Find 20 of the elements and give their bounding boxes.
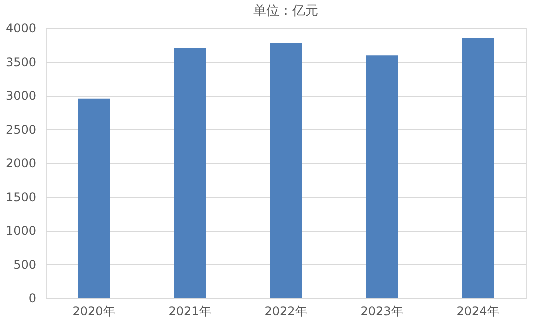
- x-tick-label: 2024年: [456, 304, 500, 318]
- x-tick-label: 2022年: [264, 304, 308, 318]
- x-tick-label: 2023年: [360, 304, 404, 318]
- bar: [78, 98, 110, 298]
- bar: [366, 56, 398, 298]
- bar: [174, 48, 206, 298]
- y-tick-label: 0: [28, 292, 36, 306]
- y-tick-label: 2000: [6, 156, 36, 170]
- bar: [270, 44, 302, 298]
- y-tick-label: 1000: [6, 224, 36, 238]
- y-tick-label: 1500: [6, 190, 36, 204]
- x-tick-label: 2020年: [72, 304, 116, 318]
- x-tick-label: 2021年: [168, 304, 212, 318]
- y-tick-label: 500: [14, 258, 36, 272]
- bar: [462, 38, 494, 298]
- y-tick-label: 3500: [6, 55, 36, 70]
- y-tick-label: 4000: [6, 22, 36, 36]
- y-tick-label: 2500: [6, 122, 36, 137]
- chart-title: 单位：亿元: [254, 4, 318, 19]
- y-tick-label: 3000: [6, 89, 36, 103]
